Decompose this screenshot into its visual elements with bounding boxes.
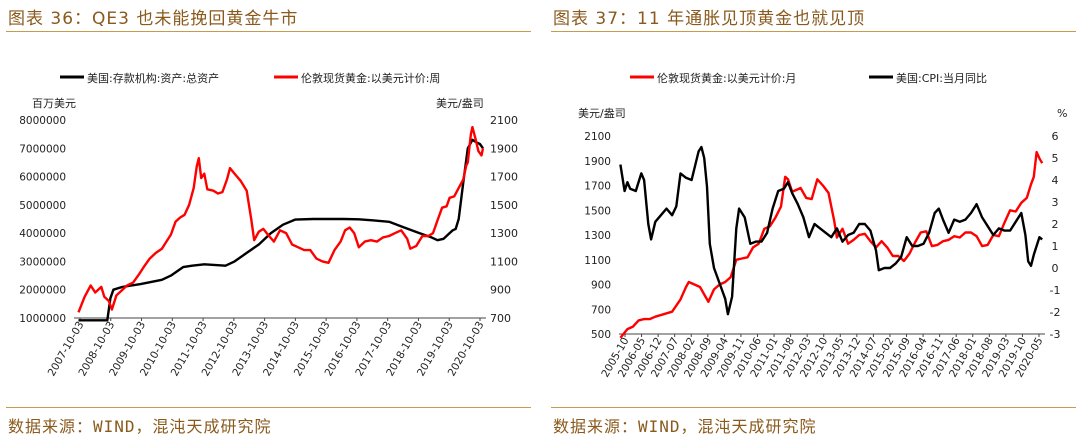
y-left-tick-label: 4000000	[19, 228, 66, 240]
series-layer	[77, 125, 485, 322]
legend-label-assets: 美国:存款机构:资产:总资产	[87, 71, 219, 85]
y-left-tick-label: 7000000	[19, 143, 66, 155]
y-left-tick-label: 1300	[584, 230, 611, 242]
source-divider	[551, 407, 1076, 408]
y-right-unit: 美元/盎司	[436, 96, 484, 110]
y-left-tick-label: 2100	[584, 131, 611, 143]
x-ticks: 2005-102006-052006-122007-072008-022008-…	[599, 334, 1046, 379]
series-line-0	[78, 138, 484, 322]
y-left-tick-label: 8000000	[19, 115, 66, 127]
y-right-tick-label: 1500	[490, 199, 518, 212]
legend: 美国:存款机构:资产:总资产 伦敦现货黄金:以美元计价:周	[60, 71, 440, 85]
y-right-tick-label: 4	[1052, 174, 1059, 187]
y-right-tick-label: 900	[490, 284, 511, 297]
gold-vs-cpi-chart: 伦敦现货黄金:以美元计价:月 美国:CPI:当月同比 美元/盎司 % 500 70…	[578, 71, 1067, 379]
y-right-tick-label: 1700	[490, 171, 518, 184]
y-left-tick-label: 1900	[584, 156, 611, 168]
y-left-tick-label: 700	[591, 304, 611, 316]
y-right-tick-label: 3	[1052, 196, 1059, 209]
source-note: 数据来源：WIND，混沌天成研究院	[8, 417, 272, 436]
x-ticks: 2007-10-032008-10-032009-10-032010-10-03…	[46, 318, 487, 378]
series-layer	[619, 145, 1044, 339]
legend-label-gold: 伦敦现货黄金:以美元计价:周	[301, 71, 440, 85]
y-left-unit: 美元/盎司	[578, 106, 626, 120]
left-figure: 图表 36：QE3 也未能挽回黄金牛市 美国:存款机构:资产:总资产 伦敦现货黄…	[0, 0, 535, 448]
legend: 伦敦现货黄金:以美元计价:月 美国:CPI:当月同比	[630, 71, 987, 85]
y-right-tick-label: -1	[1050, 284, 1061, 297]
y-left-tick-label: 3000000	[19, 256, 66, 268]
source-divider	[6, 407, 531, 408]
y-left-tick-label: 1000000	[19, 313, 66, 325]
series-line-1	[77, 125, 485, 313]
y-right-tick-label: 1300	[490, 227, 518, 240]
series-line-1	[619, 145, 1043, 316]
y-left-tick-label: 6000000	[19, 172, 66, 184]
y-right-ticks: 700 900 1100 1300 1500 1700 1900 2100	[490, 114, 518, 325]
title-divider	[551, 31, 1076, 32]
series-line-0	[619, 150, 1044, 339]
y-left-tick-label: 1500	[584, 205, 611, 217]
y-right-tick-label: -3	[1050, 328, 1061, 341]
y-left-tick-label: 2000000	[19, 285, 66, 297]
y-left-ticks: 1000000 2000000 3000000 4000000 5000000 60000…	[19, 115, 66, 325]
y-right-tick-label: 1100	[490, 255, 518, 268]
y-left-ticks: 500 700 900 1100 1300 1500 1700 1900 2100	[584, 131, 611, 341]
y-right-tick-label: 1900	[490, 142, 518, 155]
y-left-tick-label: 900	[591, 280, 611, 292]
legend-label-gold: 伦敦现货黄金:以美元计价:月	[657, 71, 796, 85]
y-left-tick-label: 500	[591, 329, 611, 341]
legend-label-cpi: 美国:CPI:当月同比	[896, 71, 987, 85]
y-right-tick-label: 700	[490, 312, 511, 325]
y-left-tick-label: 5000000	[19, 200, 66, 212]
gold-vs-bank-assets-chart: 美国:存款机构:资产:总资产 伦敦现货黄金:以美元计价:周 百万美元 美元/盎司…	[19, 71, 518, 378]
y-right-unit: %	[1057, 107, 1067, 120]
y-right-tick-label: 6	[1052, 130, 1059, 143]
figure-title: 图表 36：QE3 也未能挽回黄金牛市	[8, 9, 299, 29]
y-left-unit: 百万美元	[32, 97, 76, 110]
right-figure: 图表 37：11 年通胀见顶黄金也就见顶 伦敦现货黄金:以美元计价:月 美国:C…	[545, 0, 1080, 448]
y-right-tick-label: 1	[1052, 240, 1059, 253]
y-right-tick-label: 5	[1052, 152, 1059, 165]
figure-title: 图表 37：11 年通胀见顶黄金也就见顶	[553, 9, 866, 29]
y-right-tick-label: 0	[1052, 262, 1059, 275]
y-left-tick-label: 1100	[584, 255, 611, 267]
title-divider	[6, 31, 531, 32]
source-note: 数据来源：WIND，混沌天成研究院	[553, 417, 817, 436]
y-right-tick-label: -2	[1050, 306, 1061, 319]
y-right-ticks: -3 -2 -1 0 1 2 3 4 5 6	[1050, 130, 1061, 341]
y-left-tick-label: 1700	[584, 181, 611, 193]
y-right-tick-label: 2100	[490, 114, 518, 127]
y-right-tick-label: 2	[1052, 218, 1059, 231]
